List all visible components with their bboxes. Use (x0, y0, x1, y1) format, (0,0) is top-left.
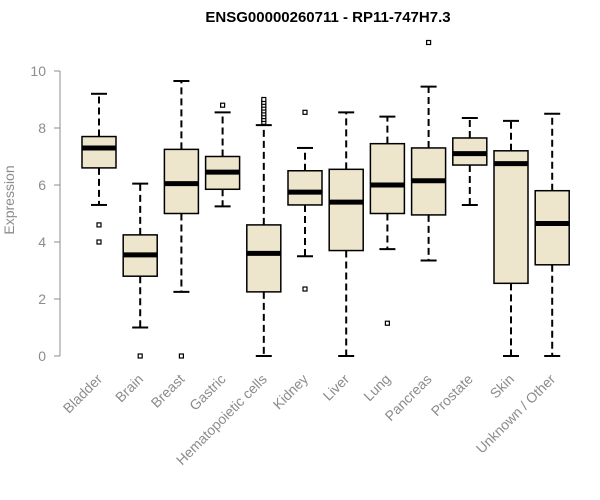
box-lung (369, 115, 406, 326)
y-tick-label: 6 (38, 177, 46, 193)
outlier-point (220, 102, 226, 108)
chart-title: ENSG00000260711 - RP11-747H7.3 (205, 9, 450, 26)
x-tick-label: Breast (148, 371, 188, 411)
box-iqr (534, 189, 570, 266)
y-tick-label: 8 (38, 120, 46, 136)
y-axis: 0 2 4 6 8 10 (30, 63, 61, 364)
outlier-point (261, 96, 267, 103)
box-pancreas (410, 39, 447, 262)
box-skin (493, 119, 529, 357)
box-iqr (493, 150, 529, 285)
box-iqr (81, 135, 117, 169)
x-tick-label: Bladder (60, 371, 106, 417)
boxes-group (81, 39, 570, 359)
x-tick-label: Skin (487, 371, 518, 402)
box-bladder (81, 92, 117, 245)
box-breast (163, 79, 200, 359)
box-iqr (328, 168, 364, 252)
box-hematopoietic-cells (246, 96, 282, 357)
y-tick-label: 2 (38, 291, 46, 307)
y-tick-label: 0 (38, 348, 46, 364)
outlier-point (178, 353, 184, 359)
box-liver (328, 111, 364, 357)
x-tick-label: Kidney (270, 371, 312, 413)
outlier-point (96, 222, 102, 228)
y-tick-label: 10 (30, 63, 46, 79)
box-kidney (287, 109, 323, 292)
box-iqr (369, 142, 406, 215)
outlier-point (302, 109, 308, 115)
y-axis-label: Expression (1, 165, 17, 234)
x-tick-label: Prostate (428, 371, 476, 419)
outlier-point (137, 353, 143, 359)
outlier-point (384, 320, 390, 326)
x-tick-label: Brain (112, 371, 146, 405)
box-iqr (287, 170, 323, 206)
outlier-point (426, 39, 432, 46)
box-gastric (204, 102, 241, 208)
box-unknown-other (534, 112, 570, 357)
outlier-point (302, 286, 308, 292)
x-tick-label: Lung (360, 371, 393, 404)
y-tick-label: 4 (38, 234, 46, 250)
box-prostate (452, 117, 488, 206)
box-brain (122, 182, 158, 359)
box-iqr (246, 224, 282, 293)
outlier-point (96, 239, 102, 245)
x-tick-label: Liver (320, 371, 353, 404)
